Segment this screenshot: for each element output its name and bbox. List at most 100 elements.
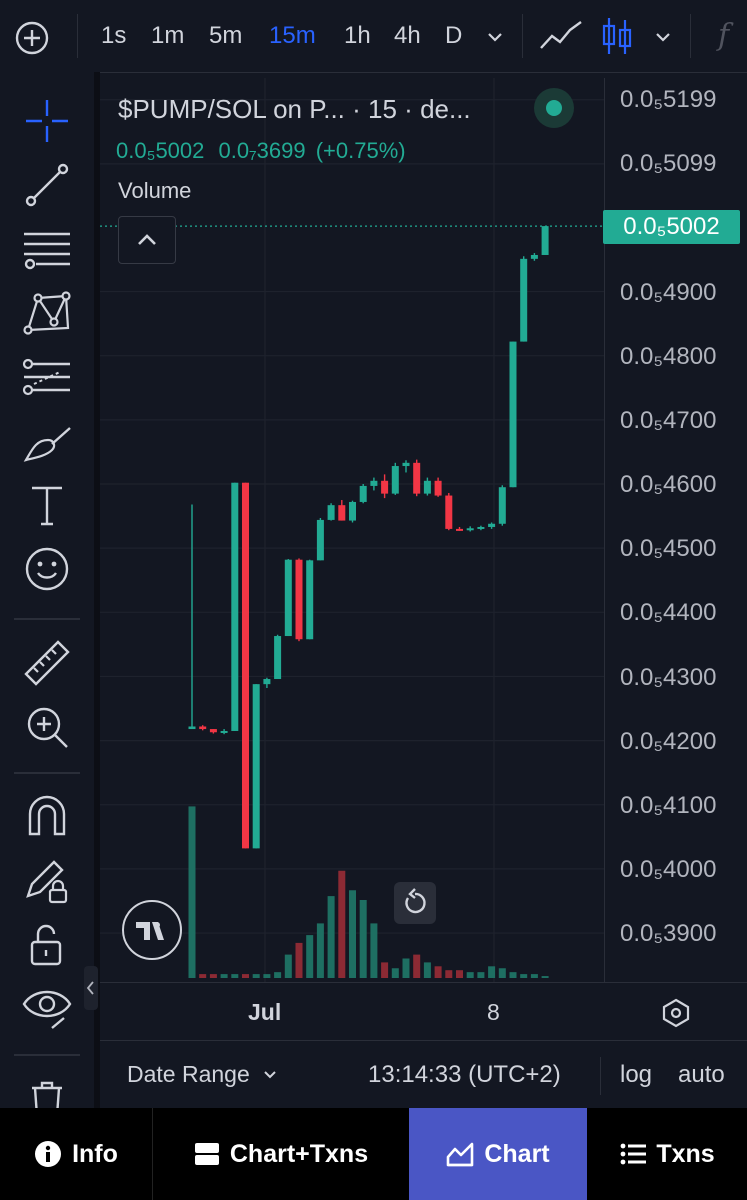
zoom-tool[interactable] xyxy=(20,700,74,754)
forecast-tool[interactable] xyxy=(20,350,74,404)
add-indicator-button[interactable] xyxy=(14,20,50,56)
price-label: 0.0₅5199 xyxy=(620,86,717,113)
current-price-tag: 0.0₅5002 xyxy=(603,210,740,244)
lock-drawing-tool[interactable] xyxy=(20,854,74,908)
drawing-toolbar xyxy=(0,72,100,1118)
interval-d[interactable]: D xyxy=(445,22,463,49)
volume-bar xyxy=(370,923,378,978)
text-tool[interactable] xyxy=(20,478,74,532)
volume-bar xyxy=(209,974,217,978)
candle-body xyxy=(295,559,303,640)
interval-5m[interactable]: 5m xyxy=(209,22,243,49)
interval-1m[interactable]: 1m xyxy=(151,22,185,49)
status-dot xyxy=(546,100,562,116)
auto-scale-toggle[interactable]: auto xyxy=(678,1061,725,1088)
legend-price: 0.0₅5002 xyxy=(116,138,205,163)
volume-bar xyxy=(445,970,453,978)
candle-body xyxy=(370,480,378,486)
volume-bar xyxy=(199,974,207,978)
time-axis[interactable]: Jul 8 xyxy=(100,982,747,1041)
interval-15m[interactable]: 15m xyxy=(269,22,316,49)
candle-body xyxy=(252,684,260,849)
price-label: 0.0₅4600 xyxy=(620,471,717,498)
volume-bar xyxy=(316,923,324,978)
indicators-fx-button[interactable]: f xyxy=(718,18,730,53)
volume-bar xyxy=(541,976,549,978)
magnet-tool[interactable] xyxy=(20,790,74,844)
volume-bar xyxy=(381,962,389,978)
brush-tool[interactable] xyxy=(20,414,74,468)
symbol-title[interactable]: $PUMP/SOL on P... xyxy=(118,94,345,124)
tradingview-logo[interactable] xyxy=(122,900,182,960)
price-label: 0.0₅4500 xyxy=(620,535,717,562)
legend-change: 0.0₇3699 xyxy=(218,138,306,163)
volume-bar xyxy=(252,974,260,978)
candle-body xyxy=(231,482,239,731)
candle-body xyxy=(498,487,506,524)
volume-bar xyxy=(306,935,314,978)
interval-4h[interactable]: 4h xyxy=(394,22,421,49)
interval-1s[interactable]: 1s xyxy=(101,22,127,49)
source-label: de... xyxy=(420,94,471,124)
info-icon xyxy=(35,1141,62,1167)
unlock-icon xyxy=(30,924,62,966)
fib-retracement-tool[interactable] xyxy=(20,222,74,276)
volume-legend-label[interactable]: Volume xyxy=(118,178,192,203)
nav-chart-txns[interactable]: Chart+Txns xyxy=(153,1108,409,1200)
horizontal-lines-icon xyxy=(24,232,70,270)
candlestick-icon xyxy=(602,18,632,54)
bottom-navigation: Info Chart+Txns Chart Txns xyxy=(0,1108,747,1200)
candle-body xyxy=(220,730,228,733)
market-status-indicator[interactable] xyxy=(534,88,574,128)
date-range-button[interactable]: Date Range xyxy=(127,1061,278,1088)
candle-body xyxy=(466,528,474,531)
candle-body xyxy=(423,480,431,494)
price-label: 0.0₅3900 xyxy=(620,920,717,947)
collapse-toolbar-button[interactable] xyxy=(84,966,98,1010)
volume-bar xyxy=(520,974,528,978)
lock-all-tool[interactable] xyxy=(20,918,74,972)
emoji-tool[interactable] xyxy=(20,542,74,596)
volume-bar xyxy=(488,966,496,978)
chevron-down-icon xyxy=(264,1071,276,1079)
nav-chart[interactable]: Chart xyxy=(409,1108,587,1200)
chevron-left-icon xyxy=(86,981,94,995)
clock-label[interactable]: 13:14:33 (UTC+2) xyxy=(368,1061,561,1088)
nav-info[interactable]: Info xyxy=(0,1108,153,1200)
candle-body xyxy=(530,254,538,259)
pencil-lock-icon xyxy=(26,860,68,904)
crosshair-tool[interactable] xyxy=(20,94,74,148)
candle-body xyxy=(199,726,207,730)
volume-bar xyxy=(349,890,356,978)
candle-chart-type-button[interactable] xyxy=(600,14,634,58)
interval-1h[interactable]: 1h xyxy=(344,22,371,49)
zoom-in-icon xyxy=(27,707,68,748)
pattern-tool[interactable] xyxy=(20,286,74,340)
collapse-legend-button[interactable] xyxy=(118,216,176,264)
candle-body xyxy=(316,519,324,561)
legend-change-pct: (+0.75%) xyxy=(315,138,406,163)
chevron-down-icon xyxy=(656,33,670,42)
hide-drawings-tool[interactable] xyxy=(20,982,74,1036)
nav-txns[interactable]: Txns xyxy=(588,1108,747,1200)
brush-icon xyxy=(23,427,71,462)
chart-settings-button[interactable] xyxy=(660,997,692,1029)
interval-dropdown[interactable] xyxy=(484,26,506,48)
trend-line-tool[interactable] xyxy=(20,158,74,212)
log-scale-toggle[interactable]: log xyxy=(620,1061,653,1088)
chart-type-dropdown[interactable] xyxy=(652,26,674,48)
volume-bar xyxy=(295,942,303,978)
candle-body xyxy=(509,341,517,488)
volume-bar xyxy=(231,974,239,978)
line-chart-type-button[interactable] xyxy=(538,18,584,54)
volume-bar xyxy=(434,966,442,978)
time-label-8: 8 xyxy=(487,999,500,1025)
measure-tool[interactable] xyxy=(20,636,74,690)
price-label: 0.0₅4200 xyxy=(620,728,717,755)
time-label-jul: Jul xyxy=(248,999,282,1025)
reset-chart-button[interactable] xyxy=(394,882,436,924)
smiley-icon xyxy=(25,547,69,591)
price-axis[interactable] xyxy=(604,78,747,982)
trend-line-icon xyxy=(25,163,69,207)
split-view-icon xyxy=(194,1143,219,1165)
